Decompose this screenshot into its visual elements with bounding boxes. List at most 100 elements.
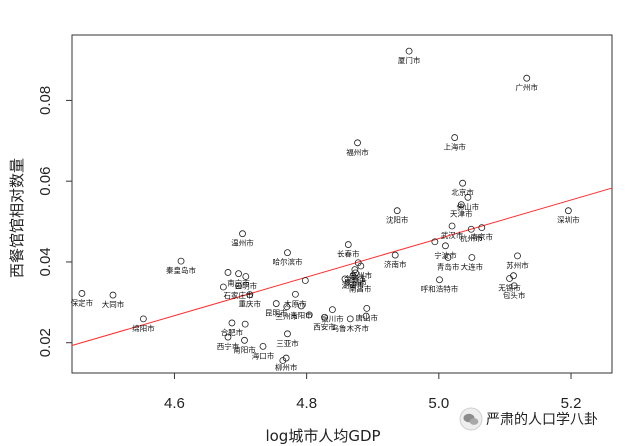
data-point bbox=[224, 269, 232, 276]
data-point bbox=[444, 254, 452, 261]
data-point bbox=[451, 134, 459, 141]
point-label: 福州市 bbox=[346, 147, 369, 157]
point-label: 上海市 bbox=[443, 142, 466, 152]
point-label: 石家庄市 bbox=[224, 290, 254, 300]
x-axis-title: log城市人均GDP bbox=[265, 427, 380, 445]
data-point bbox=[363, 304, 371, 312]
point-label: 南阳市 bbox=[233, 344, 256, 354]
watermark-text: 严肃的人口学八卦 bbox=[486, 412, 598, 428]
data-point bbox=[351, 266, 359, 274]
point-label: 北京市 bbox=[451, 187, 474, 197]
data-point bbox=[344, 241, 352, 248]
point-label: 包头市 bbox=[503, 290, 526, 300]
data-point bbox=[457, 201, 465, 209]
x-tick-label: 4.8 bbox=[296, 395, 317, 412]
point-label: 唐山市 bbox=[356, 312, 379, 322]
y-tick-label: 0.06 bbox=[37, 167, 54, 196]
data-point bbox=[246, 291, 254, 299]
x-tick-label: 4.6 bbox=[164, 395, 185, 412]
point-label: 贵阳市 bbox=[290, 310, 313, 320]
data-point bbox=[321, 313, 328, 321]
data-point bbox=[292, 290, 299, 298]
plot-frame bbox=[71, 34, 613, 374]
point-label: 宁波市 bbox=[434, 250, 457, 260]
point-label: 海口市 bbox=[252, 350, 275, 360]
point-label: 柳州市 bbox=[275, 362, 298, 372]
data-point bbox=[284, 249, 291, 257]
data-point bbox=[393, 207, 401, 215]
data-point bbox=[467, 225, 475, 233]
point-label: 温州市 bbox=[231, 238, 254, 248]
wechat-icon bbox=[459, 407, 483, 431]
data-point bbox=[301, 277, 309, 284]
data-point bbox=[459, 179, 467, 187]
point-label: 合肥市 bbox=[344, 274, 367, 284]
point-label: 济南市 bbox=[384, 259, 407, 269]
point-label: 南京市 bbox=[471, 232, 494, 242]
point-label: 苏州市 bbox=[506, 260, 529, 270]
data-point bbox=[139, 315, 147, 323]
point-label: 深圳市 bbox=[557, 215, 580, 225]
data-point bbox=[228, 319, 236, 327]
data-point bbox=[468, 254, 476, 261]
point-label: 西安市 bbox=[313, 321, 336, 331]
point-label: 无锡市 bbox=[498, 283, 521, 293]
data-point bbox=[510, 282, 518, 290]
point-label: 昆明市 bbox=[235, 280, 258, 290]
data-point bbox=[241, 336, 248, 344]
point-label: 保定市 bbox=[71, 297, 94, 307]
data-point bbox=[510, 272, 517, 280]
point-label: 银川市 bbox=[321, 314, 344, 324]
data-point bbox=[279, 357, 287, 364]
data-point bbox=[224, 333, 232, 341]
data-point bbox=[235, 282, 242, 290]
data-point bbox=[436, 276, 443, 284]
point-label: 南昌市 bbox=[349, 284, 372, 294]
data-point bbox=[564, 207, 572, 215]
point-label: 成都市 bbox=[344, 277, 367, 287]
data-point bbox=[478, 224, 486, 232]
data-point bbox=[272, 300, 280, 307]
y-tick-label: 0.02 bbox=[37, 328, 54, 357]
data-point bbox=[219, 283, 227, 291]
data-point bbox=[241, 320, 249, 328]
point-label: 合肥市 bbox=[221, 327, 244, 337]
point-label: 佛山市 bbox=[457, 201, 480, 211]
data-point bbox=[283, 303, 291, 311]
watermark: 严肃的人口学八卦 bbox=[459, 407, 598, 431]
point-label: 武汉市 bbox=[441, 230, 464, 240]
point-label: 重庆市 bbox=[239, 299, 262, 309]
data-point bbox=[305, 311, 313, 319]
data-point bbox=[523, 74, 531, 82]
y-tick-label: 0.04 bbox=[37, 247, 54, 276]
x-tick-label: 5.0 bbox=[428, 395, 449, 412]
point-label: 郑州市 bbox=[350, 270, 373, 280]
data-point bbox=[242, 273, 250, 280]
point-label: 长春市 bbox=[337, 249, 360, 259]
data-point bbox=[514, 252, 521, 260]
point-label: 青岛市 bbox=[437, 262, 460, 272]
y-tick-label: 0.08 bbox=[37, 86, 54, 115]
point-label: 杭州市 bbox=[460, 233, 483, 243]
data-point bbox=[442, 242, 449, 250]
point-label: 呼和浩特市 bbox=[421, 284, 459, 294]
point-label: 绵阳市 bbox=[132, 323, 155, 333]
data-point bbox=[297, 302, 305, 310]
data-point bbox=[284, 330, 291, 338]
point-label: 三亚市 bbox=[276, 338, 299, 348]
data-point bbox=[356, 276, 364, 284]
point-label: 秦皇岛市 bbox=[166, 265, 196, 275]
data-point bbox=[349, 272, 357, 280]
point-label: 兰州市 bbox=[276, 311, 299, 321]
point-label: 西宁市 bbox=[217, 341, 240, 351]
data-point bbox=[391, 251, 399, 259]
data-point bbox=[341, 275, 349, 283]
data-point bbox=[431, 238, 439, 246]
data-point bbox=[177, 257, 185, 265]
point-label: 大连市 bbox=[461, 262, 484, 272]
regression-line bbox=[71, 187, 613, 347]
point-label: 南宁市 bbox=[227, 278, 250, 288]
data-point bbox=[448, 222, 456, 230]
data-point bbox=[109, 291, 117, 299]
